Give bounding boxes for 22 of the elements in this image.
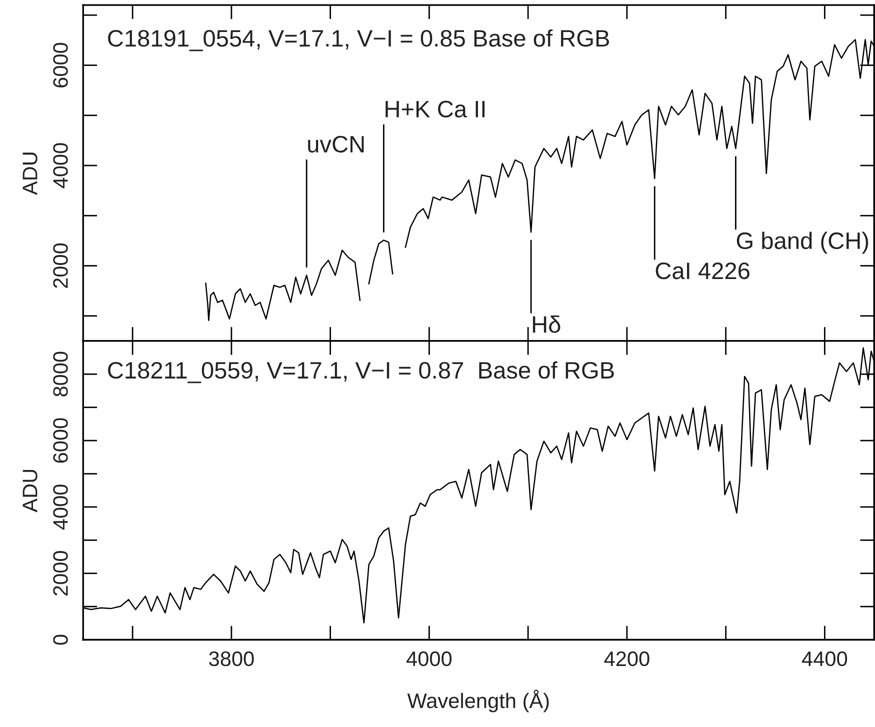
y-tick-label: 2000 bbox=[53, 551, 68, 596]
y-tick-label: 4000 bbox=[53, 143, 68, 188]
x-tick-label: 4400 bbox=[802, 651, 848, 666]
x-tick-label: 4200 bbox=[604, 651, 650, 666]
annotation: Hδ bbox=[532, 316, 560, 333]
x-tick-label: 4000 bbox=[406, 651, 452, 666]
x-axis-title: Wavelength (Å) bbox=[407, 690, 549, 712]
y-tick-label: 4000 bbox=[53, 484, 68, 530]
annotation: C18211_0559, V=17.1, V−I = 0.87 Base of RGB bbox=[108, 361, 614, 384]
x-tick-label: 3800 bbox=[209, 651, 254, 666]
annotation: CaI 4226 bbox=[656, 262, 750, 280]
y-tick-label: 8000 bbox=[53, 352, 68, 396]
y-tick-label: 6000 bbox=[53, 418, 68, 463]
y-axis-title: ADU bbox=[22, 470, 38, 512]
annotation: H+K Ca II bbox=[386, 100, 485, 118]
y-tick-label: 6000 bbox=[53, 42, 68, 88]
y-tick-label: 0 bbox=[53, 634, 68, 645]
annotation: C18191_0554, V=17.1, V−I = 0.85 Base of RGB bbox=[108, 29, 610, 52]
y-tick-label: 2000 bbox=[53, 243, 68, 288]
annotation: uvCN bbox=[308, 136, 364, 153]
annotation: G band (CH) bbox=[736, 232, 868, 254]
y-axis-title: ADU bbox=[22, 152, 38, 195]
